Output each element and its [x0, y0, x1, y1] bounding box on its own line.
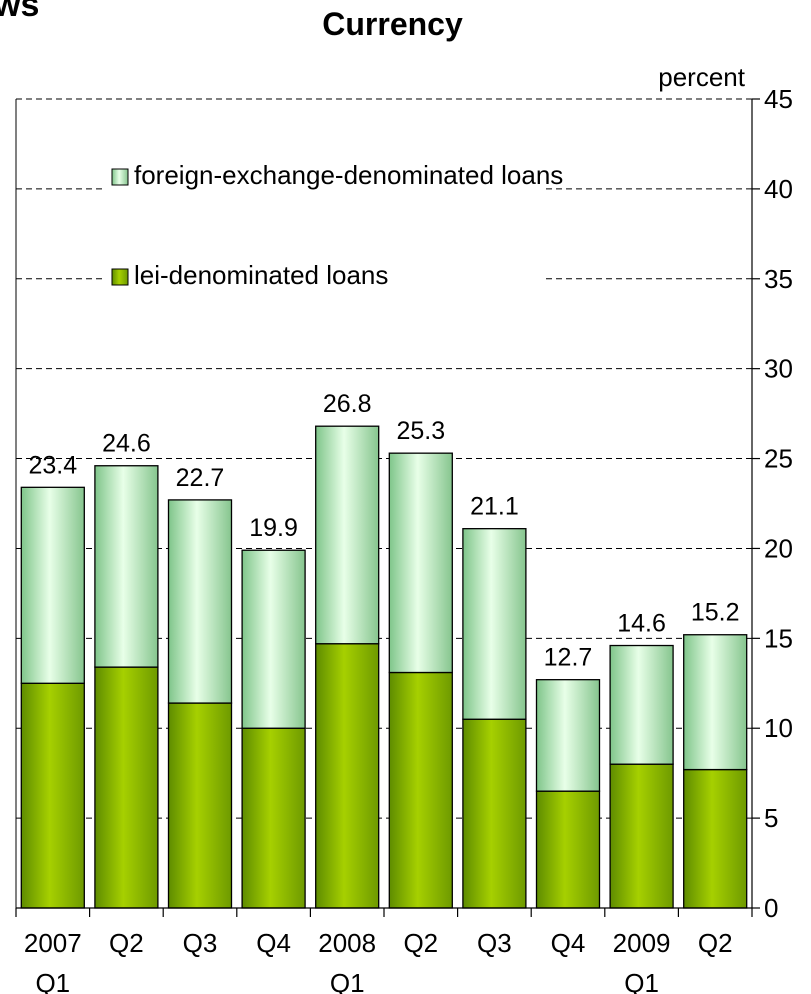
labels: 23.4 24.6 22.7 19.9 26.8 25.3 21.1 12.7 14.6 15.2…	[24, 62, 793, 994]
x-tick-label: Q4	[256, 928, 291, 958]
y-tick-label: 35	[764, 264, 793, 294]
legend-label: lei-denominated loans	[134, 260, 388, 290]
data-label: 15.2	[691, 599, 740, 627]
x-tick-label: 2009	[613, 928, 671, 958]
bar-fx	[683, 634, 748, 771]
x-tick-label: Q2	[109, 928, 144, 958]
bar-lei	[388, 671, 453, 909]
x-tick-label: Q2	[403, 928, 438, 958]
x-tick-label: Q4	[551, 928, 586, 958]
y-tick-label: 5	[764, 803, 778, 833]
legend-backdrop	[104, 160, 544, 196]
x-tick-label: 2008	[318, 928, 376, 958]
x-tick-label: Q1	[330, 968, 365, 994]
x-tick-label: Q3	[477, 928, 512, 958]
bar-fx	[20, 486, 85, 684]
legend-swatch	[111, 168, 129, 186]
y-tick-label: 20	[764, 533, 793, 563]
y-tick-label: 15	[764, 623, 793, 653]
data-label: 23.4	[28, 451, 77, 479]
bar-lei	[683, 768, 748, 909]
x-tick-label: 2007	[24, 928, 82, 958]
y-tick-label: 0	[764, 893, 778, 923]
bar-fx	[388, 452, 453, 674]
y-tick-label: 10	[764, 713, 793, 743]
x-tick-label: Q2	[698, 928, 733, 958]
x-tick-label: Q1	[624, 968, 659, 994]
y-tick-label: 45	[764, 84, 793, 114]
bar-fx	[315, 425, 380, 645]
bar-fx	[94, 465, 159, 668]
y-tick-label: 40	[764, 174, 793, 204]
bar-fx	[609, 644, 674, 765]
y-tick-label: 30	[764, 354, 793, 384]
cropped-heading-text: ws	[0, 0, 40, 24]
data-label: 14.6	[617, 610, 666, 638]
bar-lei	[241, 727, 306, 909]
data-label: 24.6	[102, 430, 151, 458]
bar-fx	[535, 679, 601, 792]
x-tick-label: Q1	[35, 968, 70, 994]
bar-lei	[167, 702, 233, 909]
data-label: 26.8	[323, 390, 372, 418]
data-label: 12.7	[544, 644, 593, 672]
bar-fx	[462, 528, 527, 720]
legend-label: foreign-exchange-denominated loans	[134, 160, 563, 190]
y-axis-unit-label: percent	[658, 62, 745, 92]
x-tick-label: Q3	[183, 928, 218, 958]
bar-lei	[462, 718, 527, 909]
bars	[20, 425, 748, 909]
bar-lei	[20, 682, 85, 909]
data-label: 19.9	[249, 514, 298, 542]
chart-title: Currency	[322, 6, 463, 42]
data-label: 22.7	[176, 464, 225, 492]
bar-fx	[241, 549, 306, 729]
bar-lei	[94, 666, 159, 909]
bar-lei	[315, 643, 380, 909]
axes	[15, 98, 760, 917]
bar-lei	[535, 790, 601, 909]
legend: foreign-exchange-denominated loans lei-de…	[104, 160, 563, 296]
legend-backdrop	[104, 260, 544, 296]
legend-swatch	[111, 268, 129, 286]
y-tick-label: 25	[764, 444, 793, 474]
bar-lei	[609, 763, 674, 909]
data-label: 21.1	[470, 493, 519, 521]
bar-fx	[167, 499, 233, 704]
data-label: 25.3	[396, 417, 445, 445]
